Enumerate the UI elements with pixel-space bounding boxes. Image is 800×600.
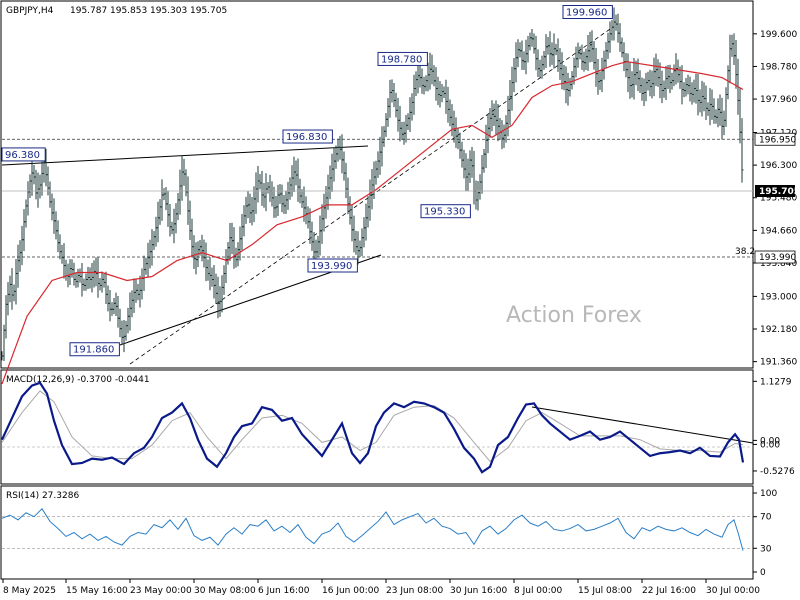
- price-axis-ticks: 199.600198.780197.960197.120196.300195.4…: [753, 30, 797, 368]
- swing-box-3: [307, 258, 358, 273]
- level-label-1: 193.990: [759, 253, 796, 263]
- x-tick-label-6: 23 Jun 08:00: [386, 586, 443, 596]
- fib-label-1: 38.2: [735, 247, 755, 257]
- price-tick-label-5: 195.480: [760, 194, 797, 204]
- swing-box-4: [377, 51, 428, 66]
- macd-pane-border: [0, 369, 754, 485]
- price-tick-label-4: 196.300: [760, 161, 797, 171]
- current-price-box: [755, 185, 795, 197]
- current-price-marker: 195.705: [2, 185, 800, 197]
- ohlc-low: 195.303: [150, 6, 187, 16]
- rsi-tick-label-3: 0: [760, 568, 766, 578]
- swing-box-5: [420, 204, 471, 219]
- rsi-label: RSI(14) 27.3286: [6, 491, 79, 501]
- rsi-pane-border: [0, 485, 754, 580]
- swing-box-0: [1, 147, 46, 162]
- macd-trendline: [531, 406, 754, 444]
- macd-tick-label-3: -0.5276: [760, 467, 795, 477]
- x-tick-label-11: 30 Jul 00:00: [706, 586, 760, 596]
- macd-tick-label-0: 1.1279: [760, 377, 792, 387]
- x-tick-label-5: 16 Jun 00:00: [322, 586, 379, 596]
- x-tick-label-8: 8 Jul 00:00: [514, 586, 563, 596]
- ohlc-high: 195.853: [110, 6, 147, 16]
- price-tick-label-2: 197.960: [760, 95, 797, 105]
- macd-tick-label-1: 0.00: [760, 436, 780, 446]
- macd-main-line: [1, 381, 745, 474]
- swing-labels: 96.380 196.830 191.860 193.990 198.780 195.33…: [1, 5, 613, 357]
- moving-average-line: [1, 61, 744, 385]
- swing-label-3: 193.990: [311, 261, 352, 272]
- ohlc-close: 195.705: [190, 6, 227, 16]
- x-tick-label-0: 8 May 2025: [3, 586, 56, 596]
- x-tick-label-2: 23 May 00:00: [130, 586, 192, 596]
- macd-axis-ticks: 1.1279 0.000.00 -0.5276: [753, 377, 795, 477]
- swing-label-1: 196.830: [286, 132, 327, 143]
- x-tick-label-7: 30 Jun 16:00: [450, 586, 507, 596]
- price-series: [0, 7, 744, 361]
- price-tick-label-0: 199.600: [760, 30, 797, 40]
- price-header: GBPJPY,H4 195.787 195.853 195.303 195.70…: [6, 6, 227, 16]
- swing-label-4: 198.780: [381, 54, 422, 65]
- swing-label-5: 195.330: [424, 207, 465, 218]
- price-tick-label-9: 192.180: [760, 325, 797, 335]
- macd-tick-label-2: 0.00: [760, 440, 780, 450]
- rsi-line: [1, 508, 744, 551]
- x-tick-label-10: 22 Jul 16:00: [642, 586, 696, 596]
- swing-box-2: [69, 342, 120, 357]
- swing-box-1: [282, 129, 333, 144]
- price-tick-label-6: 194.660: [760, 226, 797, 236]
- price-tick-label-1: 198.780: [760, 62, 797, 72]
- rsi-levels: [2, 516, 753, 549]
- x-tick-label-1: 15 May 16:00: [66, 586, 128, 596]
- symbol-label: GBPJPY,H4: [6, 6, 54, 16]
- ohlc-open: 195.787: [70, 6, 107, 16]
- level-label-0: 196.950: [759, 135, 796, 145]
- watermark: Action Forex: [506, 303, 642, 328]
- swing-label-2: 191.860: [73, 345, 114, 356]
- level-box-0: [754, 132, 796, 146]
- upper-trendline: [1, 145, 369, 166]
- swing-label-6: 199.960: [566, 8, 607, 19]
- price-tick-label-10: 191.360: [760, 358, 797, 368]
- macd-signal-line: [1, 390, 744, 463]
- level-box-1: [754, 250, 796, 264]
- x-tick-label-3: 30 May 08:00: [194, 586, 256, 596]
- rsi-tick-label-0: 100: [760, 489, 777, 499]
- rsi-tick-label-2: 30: [760, 544, 772, 554]
- x-tick-label-4: 6 Jun 16:00: [258, 586, 310, 596]
- price-pane-border: [0, 0, 754, 369]
- price-tick-label-7: 193.840: [760, 259, 797, 269]
- rsi-axis-ticks: 100 70 30 0: [753, 489, 777, 578]
- swing-box-6: [562, 5, 613, 20]
- macd-label: MACD(12,26,9) -0.3700 -0.0441: [6, 375, 150, 385]
- x-tick-label-9: 15 Jul 08:00: [578, 586, 632, 596]
- horizontal-levels: 196.950 193.990 38.2: [2, 132, 796, 264]
- current-price-text: 195.705: [759, 187, 800, 197]
- time-axis: 8 May 2025 15 May 16:00 23 May 00:00 30 May…: [2, 579, 760, 596]
- price-tick-label-8: 193.000: [760, 292, 797, 302]
- swing-label-0: 96.380: [5, 150, 40, 161]
- rsi-tick-label-1: 70: [760, 513, 772, 523]
